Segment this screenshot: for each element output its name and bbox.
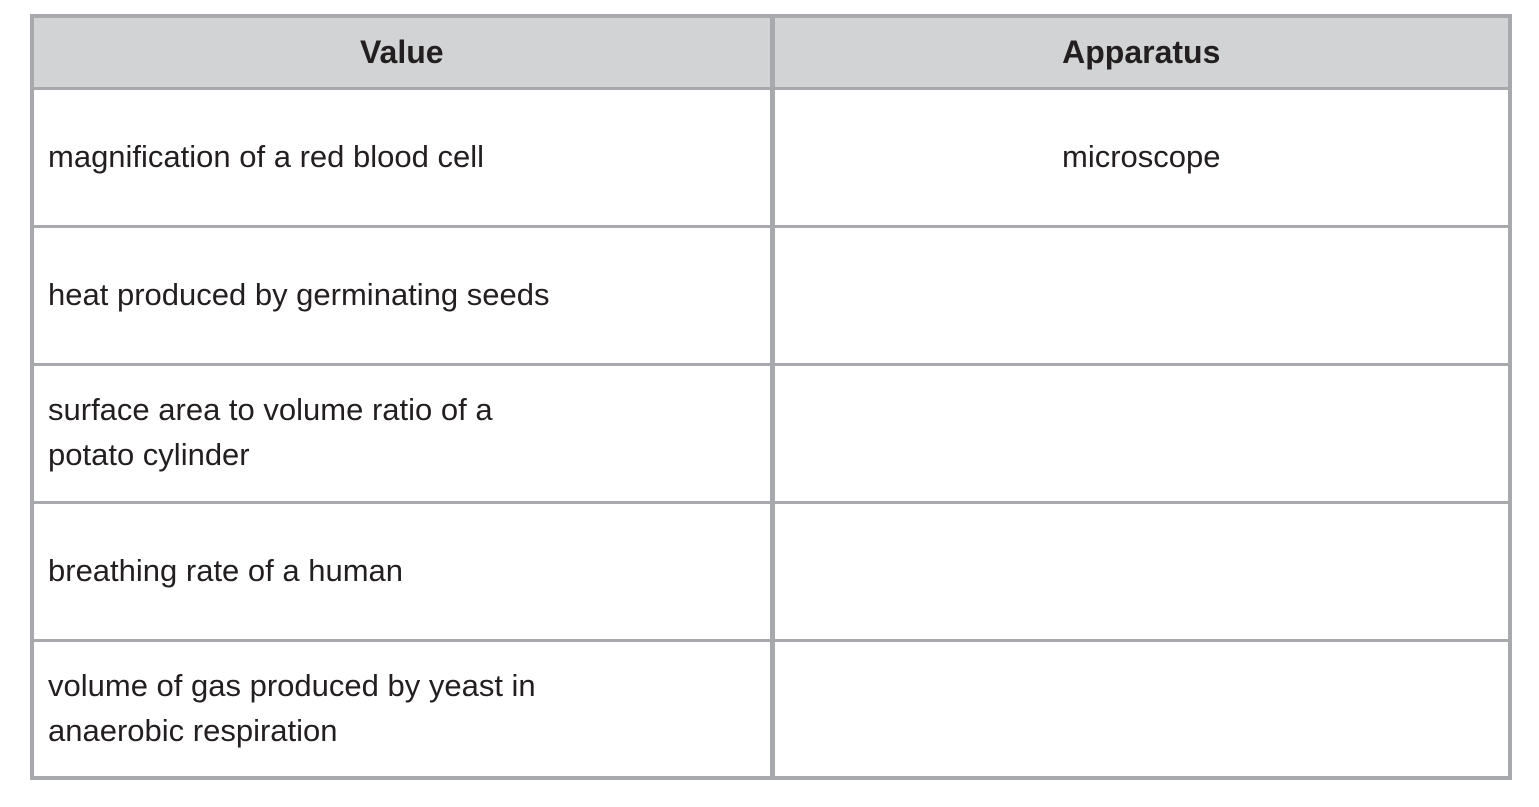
column-header-value: Value [30,14,774,90]
table-row: surface area to volume ratio of a potato… [30,362,1512,504]
value-apparatus-table: Value Apparatus magnification of a red b… [30,14,1512,780]
apparatus-cell-empty-2 [769,362,1512,504]
value-cell-magnification: magnification of a red blood cell [30,86,774,228]
column-header-apparatus: Apparatus [769,14,1512,90]
table-row: heat produced by germinating seeds [30,224,1512,366]
header-row: Value Apparatus [30,14,1512,90]
value-cell-surface-area: surface area to volume ratio of a potato… [30,362,774,504]
apparatus-cell-empty-1 [769,224,1512,366]
apparatus-cell-empty-4 [769,638,1512,780]
value-cell-breathing-rate: breathing rate of a human [30,500,774,642]
value-cell-gas-volume: volume of gas produced by yeast in anaer… [30,638,774,780]
value-cell-heat: heat produced by germinating seeds [30,224,774,366]
table-row: magnification of a red blood cell micros… [30,86,1512,228]
table-row: volume of gas produced by yeast in anaer… [30,638,1512,780]
apparatus-cell-microscope: microscope [769,86,1512,228]
apparatus-cell-empty-3 [769,500,1512,642]
table-row: breathing rate of a human [30,500,1512,642]
question-table-container: Value Apparatus magnification of a red b… [30,14,1512,780]
